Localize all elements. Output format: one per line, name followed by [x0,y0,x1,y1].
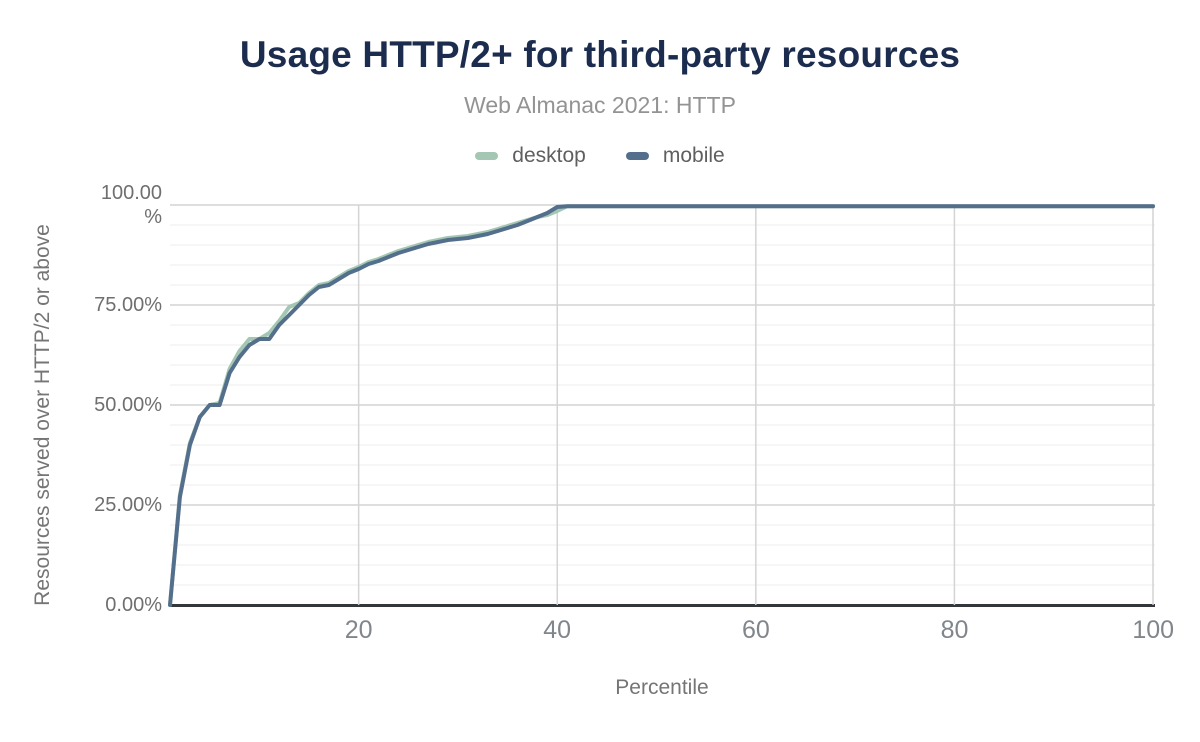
y-tick-75: 75.00% [94,294,162,316]
chart-title: Usage HTTP/2+ for third-party resources [239,34,961,75]
y-axis-title: Resources served over HTTP/2 or above [31,224,54,606]
x-axis-line [170,604,1155,607]
y-tick-25: 25.00% [94,494,162,516]
x-tick-60: 60 [741,616,770,644]
x-axis-title: Percentile [615,676,709,699]
chart-canvas [168,204,1155,607]
legend-item-desktop: desktop [475,144,586,168]
x-tick-80: 80 [940,616,969,644]
x-tick-100: 100 [1132,616,1175,644]
x-tick-20: 20 [344,616,373,644]
y-tick-0: 0.00% [105,594,162,616]
y-tick-100: 100.00 % [100,182,162,228]
y-tick-50: 50.00% [94,394,162,416]
chart-subtitle: Web Almanac 2021: HTTP [464,92,736,118]
legend: desktop mobile [0,144,1200,168]
legend-label-desktop: desktop [512,144,586,167]
desktop-series-swatch [475,152,499,160]
plot-area [168,204,1155,607]
x-tick-40: 40 [543,616,572,644]
mobile-series-swatch [625,152,649,160]
legend-item-mobile: mobile [625,144,725,168]
series-line-mobile [168,204,1155,607]
legend-label-mobile: mobile [662,144,725,167]
